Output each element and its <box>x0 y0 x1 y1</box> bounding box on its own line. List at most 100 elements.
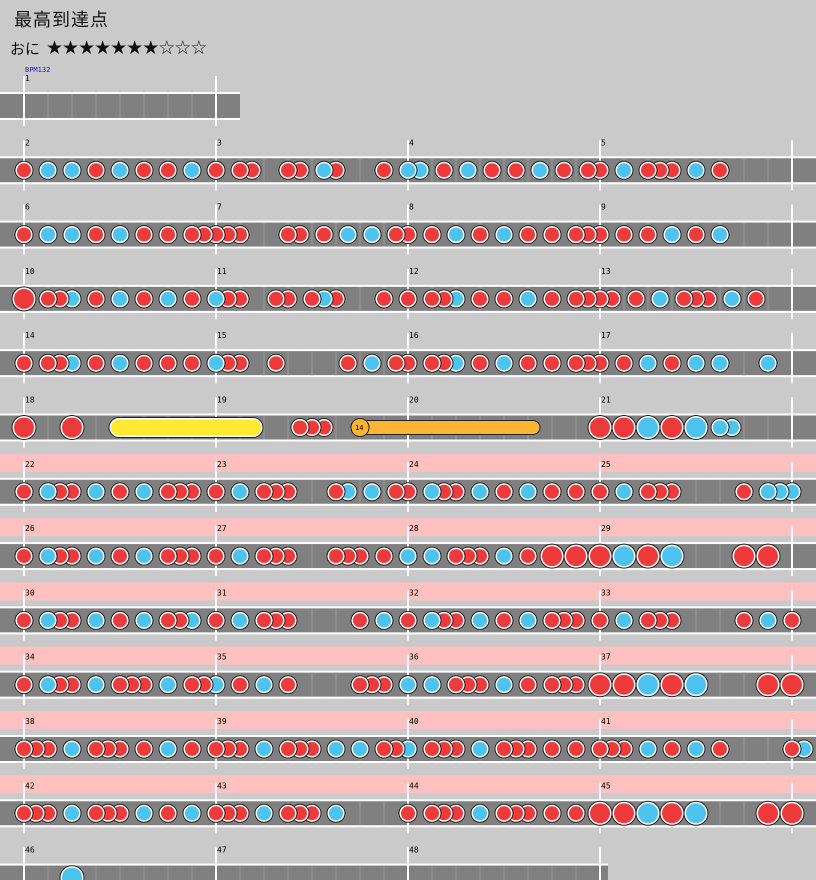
don-note <box>17 356 31 371</box>
measure-number: 48 <box>409 846 419 855</box>
big-don-note <box>590 674 610 695</box>
ka-note <box>65 742 79 756</box>
don-note <box>677 291 691 306</box>
don-note <box>665 356 679 371</box>
don-note <box>269 291 283 306</box>
ka-note <box>461 163 475 178</box>
don-note <box>41 291 55 306</box>
chart-row-14: 14 15 16 17 <box>0 331 816 384</box>
don-note <box>353 677 367 692</box>
don-note <box>89 163 103 178</box>
measure-number: 6 <box>25 203 30 212</box>
don-note <box>209 613 223 628</box>
don-note <box>377 163 391 178</box>
don-note <box>17 163 31 178</box>
measure-number: 2 <box>25 138 30 147</box>
don-note <box>545 742 559 756</box>
big-ka-note <box>686 417 706 438</box>
don-note <box>377 291 391 306</box>
ka-note <box>41 613 55 628</box>
don-note <box>161 227 175 242</box>
ka-note <box>473 484 487 499</box>
lane-top-edge <box>0 863 608 866</box>
big-ka-note <box>638 674 658 695</box>
big-don-note <box>782 674 802 695</box>
ka-note <box>713 356 727 371</box>
don-note <box>545 291 559 306</box>
ka-note <box>689 742 703 756</box>
ka-note <box>401 677 415 692</box>
ka-note <box>401 163 415 178</box>
don-note <box>281 677 295 692</box>
ka-note <box>41 227 55 242</box>
don-note <box>641 227 655 242</box>
big-don-note <box>782 803 802 824</box>
don-note <box>209 549 223 564</box>
measure-number: 9 <box>601 203 606 212</box>
lane-top-edge <box>0 92 240 94</box>
big-ka-note <box>614 546 634 567</box>
don-note <box>305 291 319 306</box>
don-note <box>89 227 103 242</box>
measure-number: 28 <box>409 524 419 533</box>
ka-note <box>41 163 55 178</box>
don-note <box>329 549 343 564</box>
don-note <box>617 227 631 242</box>
ka-note <box>65 227 79 242</box>
don-note <box>581 163 595 178</box>
ka-note <box>497 549 511 564</box>
ka-note <box>137 806 151 821</box>
don-note <box>161 163 175 178</box>
ka-note <box>521 484 535 499</box>
measure-number: 47 <box>217 846 227 855</box>
don-note <box>41 356 55 371</box>
ka-note <box>689 163 703 178</box>
don-note <box>713 742 727 756</box>
measure-number: 1 <box>25 74 30 83</box>
measure-number: 23 <box>217 460 227 469</box>
big-ka-note <box>638 803 658 824</box>
don-note <box>557 163 571 178</box>
don-note <box>629 291 643 306</box>
measure-number: 25 <box>601 460 611 469</box>
don-note <box>425 291 439 306</box>
don-note <box>785 742 799 756</box>
ka-note <box>209 291 223 306</box>
don-note <box>281 163 295 178</box>
ka-note <box>641 742 655 756</box>
big-don-note <box>758 803 778 824</box>
don-note <box>497 613 511 628</box>
ka-note <box>41 549 55 564</box>
chart-row-38: 38 39 40 41 <box>0 711 816 769</box>
don-note <box>137 742 151 756</box>
ka-note <box>365 227 379 242</box>
chart-row-1: 1 <box>0 74 240 126</box>
don-note <box>185 291 199 306</box>
ka-note <box>521 613 535 628</box>
ka-note <box>353 742 367 756</box>
don-note <box>89 742 103 756</box>
ka-note <box>341 227 355 242</box>
measure-number: 10 <box>25 267 35 276</box>
measure-number: 13 <box>601 267 611 276</box>
don-note <box>437 163 451 178</box>
don-note <box>545 356 559 371</box>
ka-note <box>641 356 655 371</box>
measure-number: 14 <box>25 331 35 340</box>
don-note <box>545 227 559 242</box>
measure-number: 35 <box>217 653 227 662</box>
ka-note <box>497 677 511 692</box>
measure-number: 36 <box>409 653 419 662</box>
lane-bottom-edge <box>0 118 240 120</box>
don-note <box>17 227 31 242</box>
big-don-note <box>566 546 586 567</box>
big-ka-note <box>62 867 82 880</box>
ka-note <box>713 227 727 242</box>
ka-note <box>89 484 103 499</box>
don-note <box>137 356 151 371</box>
ka-note <box>329 806 343 821</box>
ka-note <box>533 163 547 178</box>
don-note <box>377 549 391 564</box>
big-don-note <box>734 546 754 567</box>
don-note <box>113 549 127 564</box>
